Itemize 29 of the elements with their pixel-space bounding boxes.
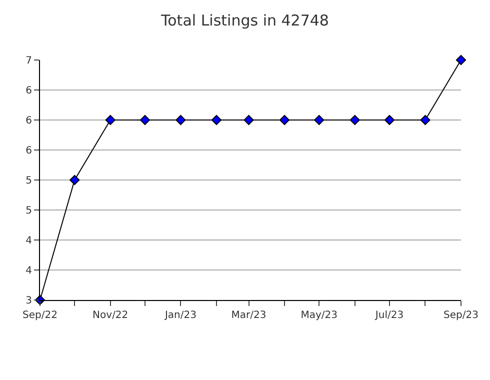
x-tick-label: Sep/23	[444, 310, 478, 321]
point	[140, 114, 150, 126]
y-tick-label: 7	[26, 56, 32, 66]
point	[176, 114, 186, 126]
y-tick-label: 4	[26, 236, 32, 246]
x-tick-label: Jan/23	[164, 310, 196, 321]
point	[384, 114, 395, 126]
y-tick-label: 6	[26, 146, 32, 156]
point	[456, 54, 466, 66]
point	[105, 114, 116, 126]
x-tick-label: Jul/23	[374, 310, 404, 321]
x-tick-label: Sep/22	[22, 310, 58, 321]
point	[279, 114, 290, 126]
x-tick-label: Nov/22	[92, 310, 128, 321]
y-tick-label: 3	[26, 296, 32, 306]
y-tick-label: 6	[26, 116, 32, 126]
point	[244, 114, 254, 126]
y-tick-label: 6	[26, 86, 32, 96]
x-tick-label: May/23	[300, 310, 338, 321]
y-tick-label: 4	[26, 266, 32, 276]
point	[420, 114, 430, 126]
x-tick-label: Mar/23	[231, 310, 266, 321]
y-tick-label: 5	[26, 176, 32, 186]
point	[70, 174, 80, 186]
y-tick-label: 5	[26, 206, 32, 216]
point	[350, 114, 360, 126]
chart-title: Total Listings in 42748	[160, 12, 329, 30]
point	[211, 114, 222, 126]
point	[314, 114, 324, 126]
